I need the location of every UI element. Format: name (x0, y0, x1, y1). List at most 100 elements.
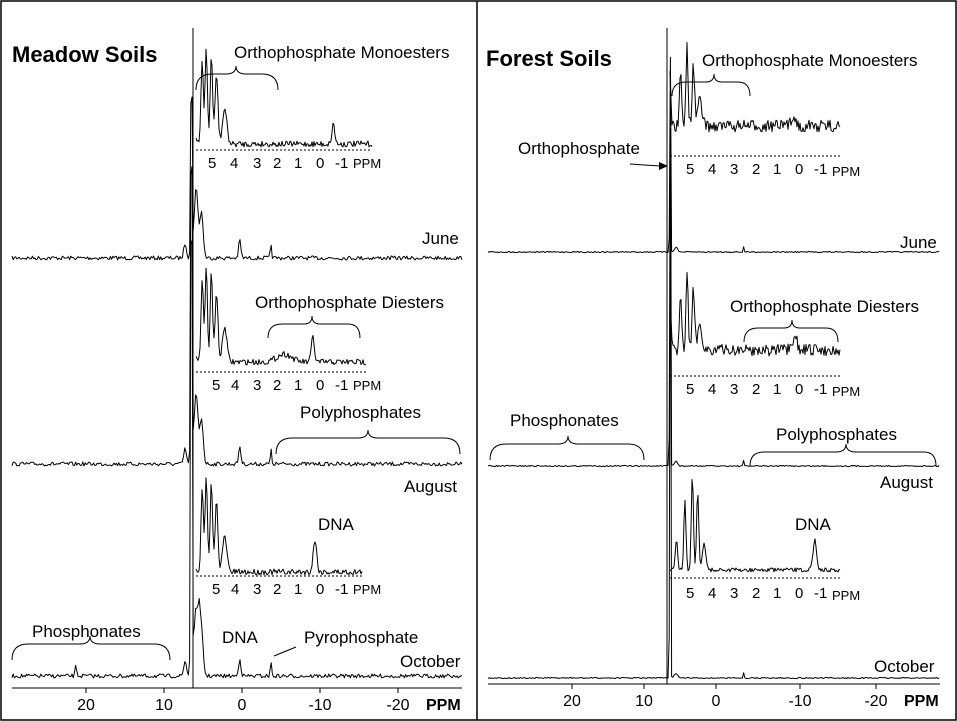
svg-text:PPM: PPM (832, 384, 860, 399)
meadow-june-label: June (422, 229, 459, 248)
svg-text:3: 3 (730, 585, 738, 602)
svg-text:4: 4 (230, 155, 238, 172)
svg-text:PPM: PPM (353, 378, 381, 393)
forest-dna-label: DNA (795, 515, 832, 534)
svg-text:3: 3 (253, 581, 261, 598)
meadow-title: Meadow Soils (12, 42, 157, 67)
svg-text:5: 5 (686, 161, 694, 178)
svg-text:5: 5 (686, 381, 694, 398)
svg-text:1: 1 (294, 377, 302, 394)
forest-axis-ppm: PPM (904, 693, 939, 710)
forest-august-trace (487, 90, 940, 468)
svg-text:0: 0 (795, 161, 803, 178)
meadow-inset-axis-1: 5 4 3 2 1 0 -1 PPM (196, 149, 381, 172)
svg-text:1: 1 (773, 381, 781, 398)
meadow-tick-0: 0 (238, 697, 247, 714)
svg-text:4: 4 (708, 381, 716, 398)
svg-text:5: 5 (212, 581, 220, 598)
svg-text:-1: -1 (814, 585, 827, 602)
meadow-dna-label: DNA (222, 628, 259, 647)
forest-title: Forest Soils (486, 46, 612, 71)
svg-text:0: 0 (316, 155, 324, 172)
svg-text:5: 5 (208, 155, 216, 172)
meadow-main-axis: 20 10 0 -10 -20 PPM (12, 687, 462, 714)
forest-polyphosphates-label: Polyphosphates (776, 425, 897, 444)
svg-text:-1: -1 (335, 155, 348, 172)
forest-august-label: August (880, 473, 933, 492)
meadow-inset-axis-2: 5 4 3 2 1 0 -1 PPM (196, 371, 381, 394)
forest-october-trace (487, 124, 940, 680)
svg-text:-1: -1 (335, 581, 348, 598)
meadow-monoesters-label: Orthophosphate Monoesters (234, 43, 449, 62)
svg-text:-1: -1 (814, 161, 827, 178)
svg-text:-1: -1 (335, 377, 348, 394)
svg-text:1: 1 (294, 155, 302, 172)
svg-text:2: 2 (273, 155, 281, 172)
forest-october-inset-trace (669, 479, 841, 573)
svg-text:4: 4 (231, 581, 239, 598)
svg-text:4: 4 (708, 161, 716, 178)
meadow-pyrophosphate-label: Pyrophosphate (304, 628, 418, 647)
meadow-phosphonates-brace (11, 635, 171, 661)
forest-polyphosphates-brace (749, 443, 937, 467)
svg-text:2: 2 (752, 585, 760, 602)
forest-inset-axis-2: 5 4 3 2 1 0 -1 PPM (670, 375, 860, 399)
meadow-polyphosphates-brace (275, 429, 461, 455)
meadow-october-trace (11, 239, 463, 679)
meadow-dna-inset-label: DNA (318, 515, 355, 534)
svg-text:1: 1 (773, 585, 781, 602)
forest-main-axis: 20 10 0 -10 -20 PPM (488, 683, 940, 710)
svg-text:PPM: PPM (832, 164, 860, 179)
forest-orthophosphate-arrowhead (659, 162, 668, 170)
svg-text:1: 1 (773, 161, 781, 178)
svg-text:0: 0 (795, 381, 803, 398)
forest-orthophosphate-arrow (629, 163, 661, 167)
meadow-diesters-label: Orthophosphate Diesters (255, 293, 444, 312)
meadow-panel: Meadow Soils Orthophosphate Monoesters O… (11, 28, 463, 714)
forest-phosphonates-label: Phosphonates (510, 411, 619, 430)
forest-october-label: October (874, 657, 935, 676)
svg-text:0: 0 (795, 585, 803, 602)
meadow-diesters-brace (267, 315, 361, 339)
meadow-inset-axis-3: 5 4 3 2 1 0 -1 PPM (196, 575, 381, 598)
svg-text:2: 2 (752, 381, 760, 398)
forest-panel: Forest Soils Orthophosphate Orthophospha… (486, 28, 940, 710)
forest-june-inset-trace (669, 42, 841, 133)
meadow-tick-20: 20 (77, 697, 95, 714)
svg-text:PPM: PPM (353, 156, 381, 171)
svg-text:3: 3 (730, 161, 738, 178)
meadow-pyrophosphate-pointer (273, 646, 297, 657)
meadow-axis-ppm: PPM (426, 697, 461, 714)
forest-tick-minus10: -10 (788, 693, 811, 710)
svg-text:4: 4 (708, 585, 716, 602)
meadow-june-inset-trace (195, 48, 373, 148)
svg-text:3: 3 (253, 155, 261, 172)
forest-june-label: June (900, 233, 937, 252)
meadow-phosphonates-label: Phosphonates (32, 622, 141, 641)
forest-august-inset-trace (669, 271, 841, 357)
forest-diesters-label: Orthophosphate Diesters (730, 297, 919, 316)
svg-text:2: 2 (273, 377, 281, 394)
forest-phosphonates-brace (489, 435, 645, 461)
forest-diesters-brace (743, 319, 839, 343)
meadow-august-inset-trace (195, 267, 366, 366)
meadow-august-label: August (404, 477, 457, 496)
forest-monoesters-label: Orthophosphate Monoesters (702, 51, 917, 70)
svg-text:4: 4 (231, 377, 239, 394)
forest-tick-0: 0 (712, 693, 721, 710)
forest-tick-20: 20 (563, 693, 581, 710)
svg-text:1: 1 (294, 581, 302, 598)
forest-monoesters-brace (671, 73, 751, 97)
forest-tick-10: 10 (635, 693, 653, 710)
svg-text:3: 3 (253, 377, 261, 394)
meadow-tick-10: 10 (155, 697, 173, 714)
forest-inset-axis-3: 5 4 3 2 1 0 -1 PPM (670, 577, 860, 603)
svg-text:-1: -1 (814, 381, 827, 398)
meadow-october-inset-trace (195, 477, 363, 576)
meadow-tick-minus10: -10 (308, 697, 331, 714)
meadow-june-trace (11, 96, 463, 261)
svg-text:PPM: PPM (832, 588, 860, 603)
svg-text:3: 3 (730, 381, 738, 398)
